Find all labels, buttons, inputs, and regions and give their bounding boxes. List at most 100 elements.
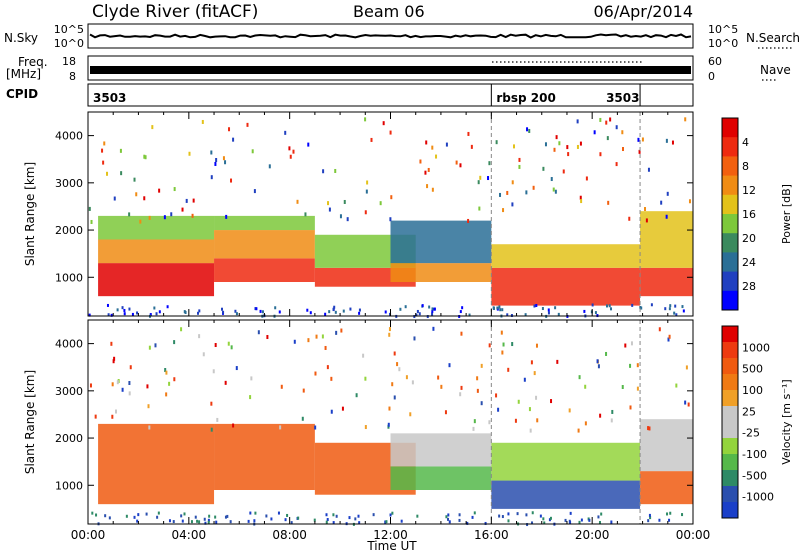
scatter-point (155, 312, 158, 316)
scatter-point (487, 176, 490, 181)
scatter-point (249, 511, 252, 515)
scatter-point (516, 512, 519, 516)
colorbar-tick-label: -100 (742, 448, 767, 461)
scatter-point (543, 521, 546, 525)
scatter-point (630, 341, 633, 346)
scatter-point (210, 401, 213, 406)
scatter-point (513, 144, 516, 149)
scatter-point (580, 518, 583, 522)
scatter-point (583, 309, 586, 313)
scatter-band (640, 211, 693, 268)
scatter-point (220, 307, 223, 311)
scatter-point (389, 130, 392, 135)
scatter-point (131, 312, 134, 316)
x-tick-label: 08:00 (272, 528, 307, 542)
colorbar-swatch (722, 374, 738, 391)
scatter-point (541, 307, 544, 311)
scatter-point (506, 313, 509, 317)
colorbar-swatch (722, 470, 738, 487)
scatter-point (431, 187, 434, 192)
scatter-point (564, 518, 567, 522)
scatter-point (173, 340, 176, 345)
nsky-tick-bottom: 10^0 (54, 37, 84, 50)
scatter-point (215, 158, 218, 163)
scatter-point (472, 426, 475, 431)
y-tick-label: 4000 (55, 338, 83, 351)
scatter-point (470, 144, 473, 149)
scatter-point (279, 425, 282, 430)
scatter-point (332, 521, 335, 525)
scatter-point (121, 387, 124, 392)
scatter-point (101, 148, 104, 153)
scatter-point (180, 327, 183, 332)
scatter-point (314, 371, 317, 376)
scatter-point (466, 521, 469, 525)
colorbar-swatch (722, 406, 738, 423)
scatter-point (531, 521, 534, 525)
scatter-point (675, 383, 678, 388)
scatter-point (424, 170, 427, 175)
scatter-point (332, 513, 335, 517)
scatter-point (210, 427, 213, 432)
scatter-point (384, 520, 387, 524)
scatter-point (593, 130, 596, 135)
scatter-point (143, 196, 146, 201)
scatter-point (547, 308, 550, 312)
y-tick-label: 1000 (55, 271, 83, 284)
scatter-point (511, 202, 514, 207)
scatter-point (495, 393, 498, 398)
scatter-point (274, 306, 277, 310)
scatter-point (388, 332, 391, 337)
scatter-point (416, 514, 419, 518)
scatter-point (674, 304, 677, 308)
scatter-point (480, 401, 483, 406)
scatter-point (147, 404, 150, 409)
colorbar-tick-label: 1000 (742, 341, 770, 354)
scatter-point (629, 405, 632, 410)
scatter-point (215, 520, 218, 524)
scatter-point (306, 308, 309, 312)
scatter-point (128, 381, 131, 386)
scatter-point (576, 119, 579, 124)
scatter-point (459, 392, 462, 397)
colorbar-tick-label: 16 (742, 208, 756, 221)
scatter-point (313, 518, 316, 522)
scatter-point (188, 151, 191, 156)
scatter-point (580, 199, 583, 204)
scatter-point (302, 388, 305, 393)
scatter-point (597, 515, 600, 519)
scatter-point (431, 307, 434, 311)
scatter-point (365, 189, 368, 194)
scatter-point (477, 180, 480, 185)
scatter-point (687, 402, 690, 407)
scatter-point (143, 154, 146, 159)
scatter-point (479, 175, 482, 180)
scatter-point (393, 395, 396, 400)
scatter-point (382, 121, 385, 126)
scatter-point (296, 199, 299, 204)
scatter-point (404, 305, 407, 309)
scatter-point (88, 313, 91, 317)
scatter-point (364, 117, 367, 122)
scatter-point (88, 206, 91, 211)
scatter-point (325, 520, 328, 524)
scatter-point (629, 363, 632, 368)
scatter-band (491, 442, 641, 481)
scatter-point (364, 210, 367, 215)
scatter-point (428, 305, 431, 309)
scatter-point (307, 338, 310, 343)
scatter-point (103, 141, 106, 146)
scatter-point (341, 406, 344, 411)
scatter-point (501, 308, 504, 312)
scatter-point (232, 423, 235, 428)
scatter-point (225, 214, 228, 219)
scatter-band (98, 239, 215, 264)
nsearch-tick-bottom: 10^0 (708, 37, 738, 50)
scatter-point (431, 309, 434, 313)
scatter-point (230, 345, 233, 350)
freq-tick-top: 18 (62, 55, 76, 68)
scatter-point (529, 428, 532, 433)
colorbar-tick-label: 100 (742, 384, 763, 397)
scatter-point (502, 342, 505, 347)
scatter-point (400, 519, 403, 523)
